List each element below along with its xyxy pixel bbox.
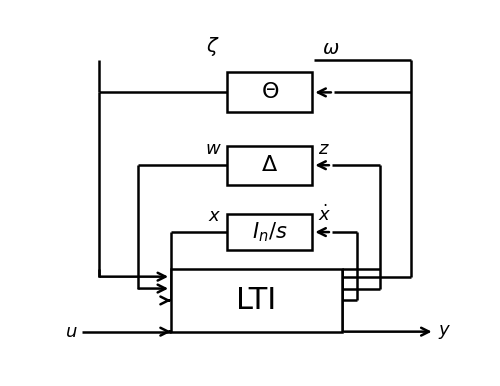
Text: $y$: $y$ [438, 323, 452, 341]
Text: LTI: LTI [236, 286, 277, 315]
Text: $I_n/s$: $I_n/s$ [252, 220, 288, 244]
Text: $\zeta$: $\zeta$ [206, 35, 220, 58]
Bar [227, 72, 312, 112]
Text: $w$: $w$ [204, 140, 222, 158]
Text: $z$: $z$ [318, 140, 330, 158]
Text: $u$: $u$ [66, 323, 78, 341]
Text: $x$: $x$ [208, 207, 222, 225]
Bar [227, 146, 312, 185]
Text: $\dot{x}$: $\dot{x}$ [318, 204, 332, 225]
Text: $\Theta$: $\Theta$ [260, 82, 279, 102]
Bar [227, 214, 312, 250]
Text: $\omega$: $\omega$ [322, 39, 340, 58]
Bar [171, 269, 342, 332]
Text: $\Delta$: $\Delta$ [262, 155, 278, 175]
